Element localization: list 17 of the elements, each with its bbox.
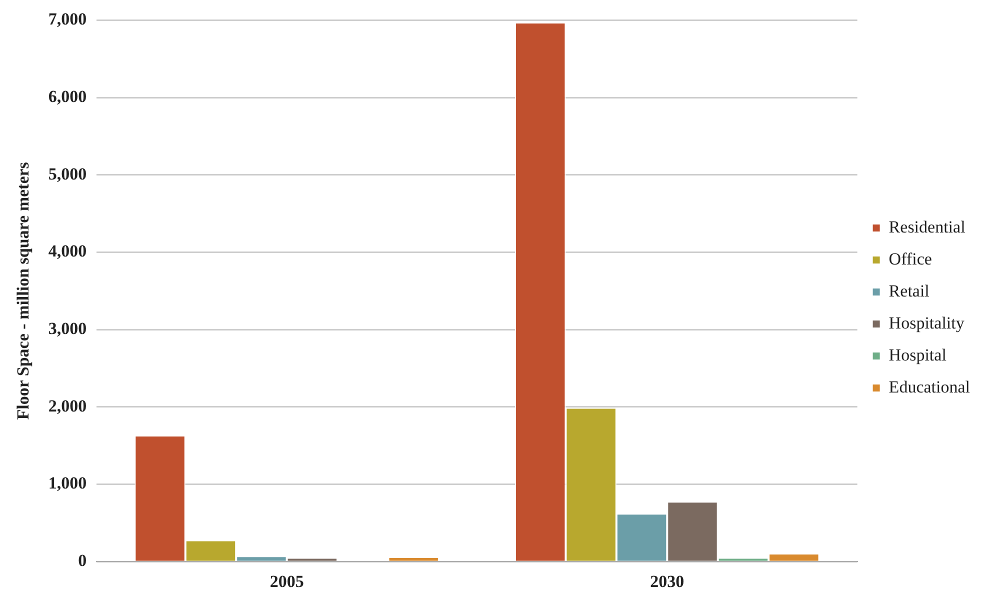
y-tick-label: 3,000 <box>48 318 87 338</box>
y-tick-label: 4,000 <box>48 242 87 261</box>
x-tick-label: 2030 <box>650 572 684 592</box>
legend-label: Retail <box>888 281 930 300</box>
y-tick-label: 2,000 <box>48 396 87 416</box>
y-axis-title: Floor Space - million square meters <box>14 162 33 420</box>
y-tick-label: 7,000 <box>48 10 87 29</box>
legend-label: Hospital <box>888 345 947 364</box>
legend-label: Hospitality <box>888 313 965 332</box>
legend-label: Residential <box>888 217 966 236</box>
legend-label: Office <box>888 249 932 268</box>
y-tick-label: 1,000 <box>48 474 87 493</box>
x-tick-label: 2005 <box>270 572 304 592</box>
y-tick-label: 5,000 <box>48 164 87 184</box>
y-tick-label: 6,000 <box>48 86 87 106</box>
y-tick-label: 0 <box>78 550 87 570</box>
legend-label: Educational <box>888 377 970 396</box>
